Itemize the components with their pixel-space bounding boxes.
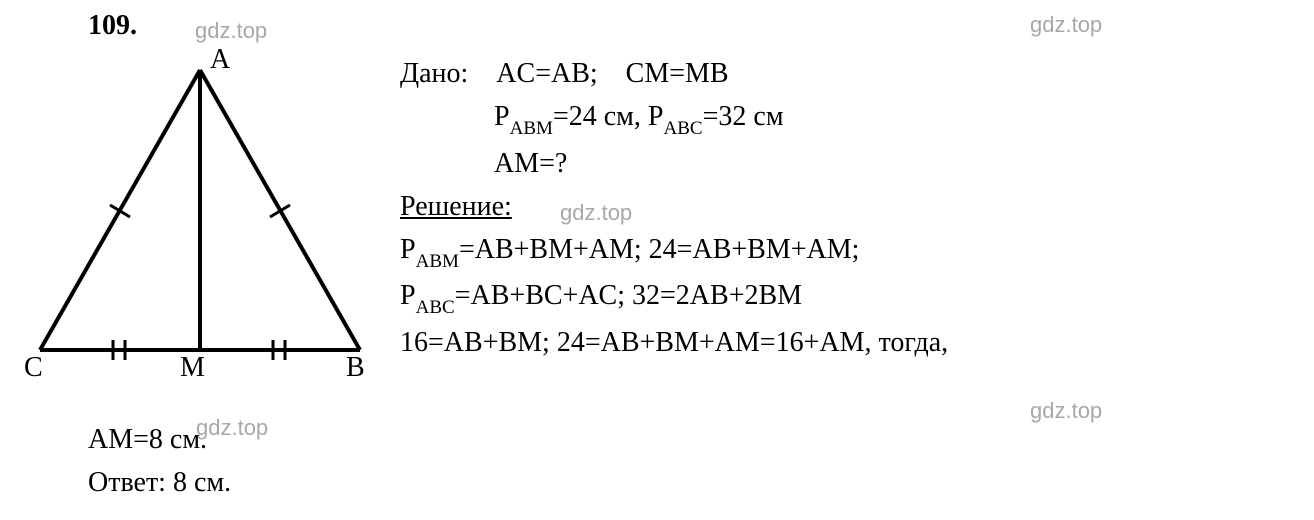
- perimeter-letter: Р: [494, 101, 510, 132]
- solution-line-2: РABC=AB+BC+AC; 32=2AB+2BM: [400, 274, 1300, 320]
- text-block: Дано: AC=AB; CM=MB РABM=24 см, РABC=32 с…: [400, 52, 1300, 364]
- watermark: gdz.top: [195, 18, 267, 44]
- subscript: ABC: [663, 118, 702, 139]
- vertex-label-b: B: [346, 352, 365, 384]
- problem-number: 109.: [88, 10, 137, 42]
- vertex-label-a: A: [210, 44, 230, 76]
- watermark: gdz.top: [1030, 398, 1102, 424]
- subscript: ABM: [510, 118, 553, 139]
- result-line-2: Ответ: 8 см.: [88, 461, 231, 504]
- solution-text: =AB+BM+AM; 24=AB+BM+AM;: [459, 234, 859, 265]
- solution-line-1: РABM=AB+BM+AM; 24=AB+BM+AM;: [400, 228, 1300, 274]
- given-text: AC=AB;: [496, 58, 597, 89]
- given-label: Дано:: [400, 58, 468, 89]
- given-text: =24 см, Р: [553, 101, 664, 132]
- perimeter-letter: Р: [400, 234, 416, 265]
- vertex-label-m: M: [180, 352, 205, 384]
- result-block: AM=8 см. Ответ: 8 см.: [88, 418, 231, 505]
- solution-label: Решение:: [400, 191, 512, 222]
- triangle-svg: [30, 50, 370, 390]
- given-line-3: AM=?: [494, 142, 1300, 185]
- given-text: CM=MB: [626, 58, 729, 89]
- solution-text: 16=AB+BM; 24=AB+BM+AM=16+AM, тогда,: [400, 327, 948, 358]
- subscript: ABM: [416, 251, 459, 272]
- given-line-1: Дано: AC=AB; CM=MB: [400, 52, 1300, 95]
- solution-label-line: Решение:: [400, 185, 1300, 228]
- given-text: AM=?: [494, 148, 567, 179]
- perimeter-letter: Р: [400, 280, 416, 311]
- solution-line-3: 16=AB+BM; 24=AB+BM+AM=16+AM, тогда,: [400, 321, 1300, 364]
- watermark: gdz.top: [1030, 12, 1102, 38]
- result-line-1: AM=8 см.: [88, 418, 231, 461]
- triangle-diagram: A C M B: [30, 50, 370, 410]
- solution-text: =AB+BC+AC; 32=2AB+2BM: [455, 280, 802, 311]
- vertex-label-c: C: [24, 352, 43, 384]
- subscript: ABC: [416, 297, 455, 318]
- given-line-2: РABM=24 см, РABC=32 см: [494, 95, 1300, 141]
- given-text: =32 см: [703, 101, 784, 132]
